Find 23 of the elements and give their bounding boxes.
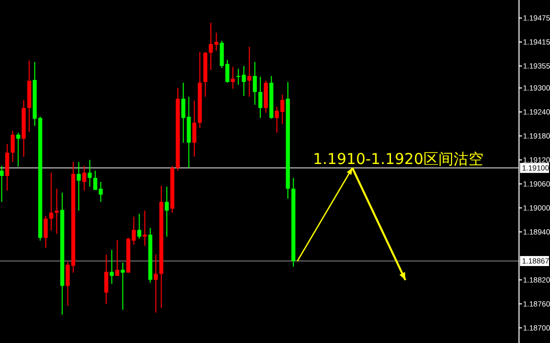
candlestick bbox=[137, 213, 142, 240]
candlestick bbox=[258, 76, 262, 118]
candlestick bbox=[247, 46, 252, 98]
candlestick bbox=[10, 130, 15, 162]
candlestick bbox=[54, 188, 59, 234]
candlestick bbox=[115, 239, 120, 276]
candlestick bbox=[192, 100, 196, 158]
candlestick bbox=[110, 249, 114, 284]
candlestick bbox=[44, 215, 48, 248]
candlestick bbox=[49, 172, 54, 232]
candlestick bbox=[164, 186, 169, 238]
candlestick bbox=[230, 66, 235, 90]
candlestick bbox=[82, 165, 86, 192]
candlestick bbox=[76, 161, 81, 212]
candlestick bbox=[154, 254, 158, 314]
annotation: 1.1910-1.1920区间沽空 bbox=[313, 150, 484, 168]
candlestick bbox=[88, 159, 92, 188]
candlestick bbox=[0, 165, 4, 202]
candlestick bbox=[252, 61, 257, 106]
candlestick bbox=[104, 254, 108, 304]
candlestick bbox=[5, 143, 10, 192]
candlestick bbox=[142, 210, 147, 246]
candlestick bbox=[16, 132, 20, 168]
